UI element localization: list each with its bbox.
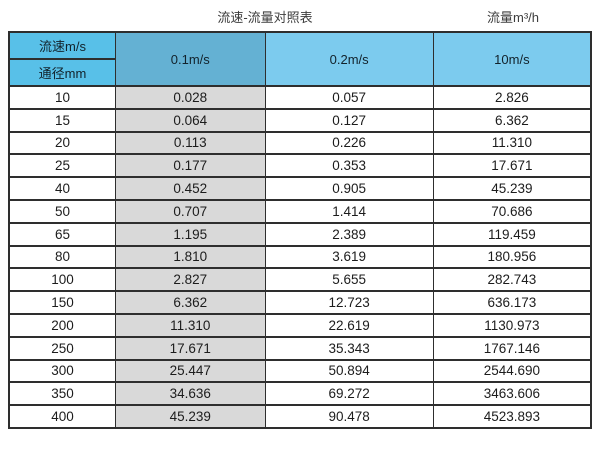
table-header: 流速m/s 0.1m/s 0.2m/s 10m/s 通径mm	[8, 31, 592, 87]
flow-value-cell: 45.239	[115, 404, 266, 429]
flow-value-cell: 5.655	[264, 267, 434, 293]
table-row: 150 6.362 12.723 636.173	[8, 290, 592, 315]
flow-value-cell: 1767.146	[432, 335, 592, 361]
table-row: 25 0.177 0.353 17.671	[8, 153, 592, 179]
table-row: 20 0.113 0.226 11.310	[8, 130, 592, 156]
flow-value-cell: 282.743	[432, 267, 592, 293]
diameter-cell: 50	[8, 198, 116, 224]
flow-value-cell: 1130.973	[432, 312, 592, 338]
corner-header-diameter: 通径mm	[8, 58, 116, 87]
diameter-cell: 10	[8, 85, 116, 110]
diameter-cell: 200	[8, 312, 116, 338]
flow-value-cell: 1.414	[264, 198, 434, 224]
diameter-cell: 150	[8, 290, 116, 315]
flow-value-cell: 11.310	[432, 130, 592, 156]
flow-value-cell: 0.353	[264, 153, 434, 179]
flow-value-cell: 17.671	[432, 153, 592, 179]
flow-value-cell: 0.452	[115, 176, 266, 201]
title-bar: 流速-流量对照表 流量m³/h	[0, 0, 600, 30]
table-row: 50 0.707 1.414 70.686	[8, 198, 592, 224]
page-title: 流速-流量对照表	[217, 10, 313, 25]
column-header-0.1ms: 0.1m/s	[115, 31, 266, 87]
flow-value-cell: 2.826	[432, 85, 592, 110]
table-row: 100 2.827 5.655 282.743	[8, 267, 592, 293]
flow-value-cell: 2544.690	[432, 358, 592, 384]
table-body: 10 0.028 0.057 2.826 15 0.064 0.127 6.362 20 0.11…	[8, 85, 592, 429]
flow-value-cell: 34.636	[115, 381, 266, 407]
flow-value-cell: 0.177	[115, 153, 266, 179]
table-row: 15 0.064 0.127 6.362	[8, 107, 592, 133]
flow-value-cell: 0.028	[115, 85, 266, 110]
flow-value-cell: 6.362	[115, 290, 266, 315]
corner-header-velocity: 流速m/s	[8, 31, 116, 60]
flow-value-cell: 1.195	[115, 221, 266, 247]
diameter-cell: 350	[8, 381, 116, 407]
flow-value-cell: 11.310	[115, 312, 266, 338]
flow-value-cell: 12.723	[264, 290, 434, 315]
flow-value-cell: 22.619	[264, 312, 434, 338]
flow-value-cell: 0.113	[115, 130, 266, 156]
diameter-cell: 100	[8, 267, 116, 293]
flow-value-cell: 69.272	[264, 381, 434, 407]
flow-value-cell: 35.343	[264, 335, 434, 361]
flow-value-cell: 180.956	[432, 244, 592, 270]
table-row: 350 34.636 69.272 3463.606	[8, 381, 592, 407]
flow-value-cell: 45.239	[432, 176, 592, 201]
flow-value-cell: 1.810	[115, 244, 266, 270]
table-row: 200 11.310 22.619 1130.973	[8, 312, 592, 338]
flow-value-cell: 3.619	[264, 244, 434, 270]
column-header-10ms: 10m/s	[432, 31, 592, 87]
flow-value-cell: 25.447	[115, 358, 266, 384]
diameter-cell: 15	[8, 107, 116, 133]
flow-value-cell: 3463.606	[432, 381, 592, 407]
flow-value-cell: 0.057	[264, 85, 434, 110]
flow-value-cell: 17.671	[115, 335, 266, 361]
table-row: 250 17.671 35.343 1767.146	[8, 335, 592, 361]
diameter-cell: 80	[8, 244, 116, 270]
flow-value-cell: 4523.893	[432, 404, 592, 429]
table-row: 300 25.447 50.894 2544.690	[8, 358, 592, 384]
diameter-cell: 25	[8, 153, 116, 179]
diameter-cell: 40	[8, 176, 116, 201]
flow-value-cell: 0.226	[264, 130, 434, 156]
flow-value-cell: 636.173	[432, 290, 592, 315]
flow-value-cell: 90.478	[264, 404, 434, 429]
diameter-cell: 300	[8, 358, 116, 384]
flow-value-cell: 2.827	[115, 267, 266, 293]
flow-unit-label: 流量m³/h	[486, 10, 539, 25]
flow-rate-table: 流速m/s 0.1m/s 0.2m/s 10m/s 通径mm 10 0.028 0.…	[8, 31, 592, 429]
flow-value-cell: 119.459	[432, 221, 592, 247]
diameter-cell: 250	[8, 335, 116, 361]
flow-value-cell: 0.127	[264, 107, 434, 133]
flow-value-cell: 0.905	[264, 176, 434, 201]
flow-value-cell: 70.686	[432, 198, 592, 224]
flow-value-cell: 6.362	[432, 107, 592, 133]
table-row: 65 1.195 2.389 119.459	[8, 221, 592, 247]
table-row: 80 1.810 3.619 180.956	[8, 244, 592, 270]
flow-value-cell: 50.894	[264, 358, 434, 384]
flow-value-cell: 0.707	[115, 198, 266, 224]
column-header-0.2ms: 0.2m/s	[264, 31, 434, 87]
table-row: 400 45.239 90.478 4523.893	[8, 404, 592, 429]
table-row: 40 0.452 0.905 45.239	[8, 176, 592, 201]
diameter-cell: 20	[8, 130, 116, 156]
diameter-cell: 400	[8, 404, 116, 429]
flow-value-cell: 0.064	[115, 107, 266, 133]
diameter-cell: 65	[8, 221, 116, 247]
table-row: 10 0.028 0.057 2.826	[8, 85, 592, 110]
flow-value-cell: 2.389	[264, 221, 434, 247]
